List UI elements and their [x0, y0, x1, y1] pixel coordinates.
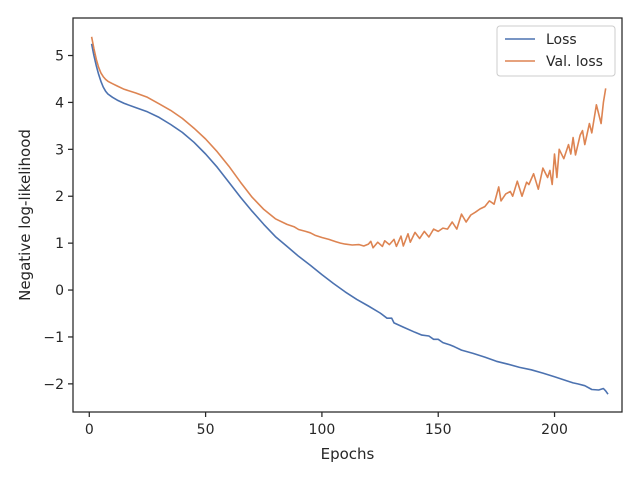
legend: Loss Val. loss: [496, 25, 616, 77]
x-axis-label: Epochs: [321, 445, 375, 463]
y-tick-label: 2: [55, 189, 64, 205]
y-tick-label: 1: [55, 236, 64, 252]
series-line-loss: [90, 43, 609, 395]
series-layer: [90, 36, 609, 395]
y-tick-label: 3: [55, 142, 64, 158]
x-tick-label: 50: [197, 422, 215, 438]
series-line-val-loss: [90, 36, 607, 249]
y-tick-label: −1: [43, 330, 64, 346]
y-tick-label: −2: [43, 377, 64, 393]
x-tick-label: 100: [309, 422, 336, 438]
legend-label-loss: Loss: [546, 32, 577, 48]
x-axis: 0 50 100 150 200: [85, 412, 568, 438]
x-tick-label: 200: [541, 422, 568, 438]
legend-label-val-loss: Val. loss: [546, 54, 603, 70]
y-tick-label: 4: [55, 95, 64, 111]
y-axis-label: Negative log-likelihood: [16, 129, 34, 301]
y-tick-label: 0: [55, 283, 64, 299]
plot-area: [72, 17, 623, 413]
y-tick-label: 5: [55, 49, 64, 65]
x-tick-label: 0: [85, 422, 94, 438]
y-axis: −2 −1 0 1 2 3 4 5: [43, 49, 73, 393]
x-tick-label: 150: [425, 422, 452, 438]
